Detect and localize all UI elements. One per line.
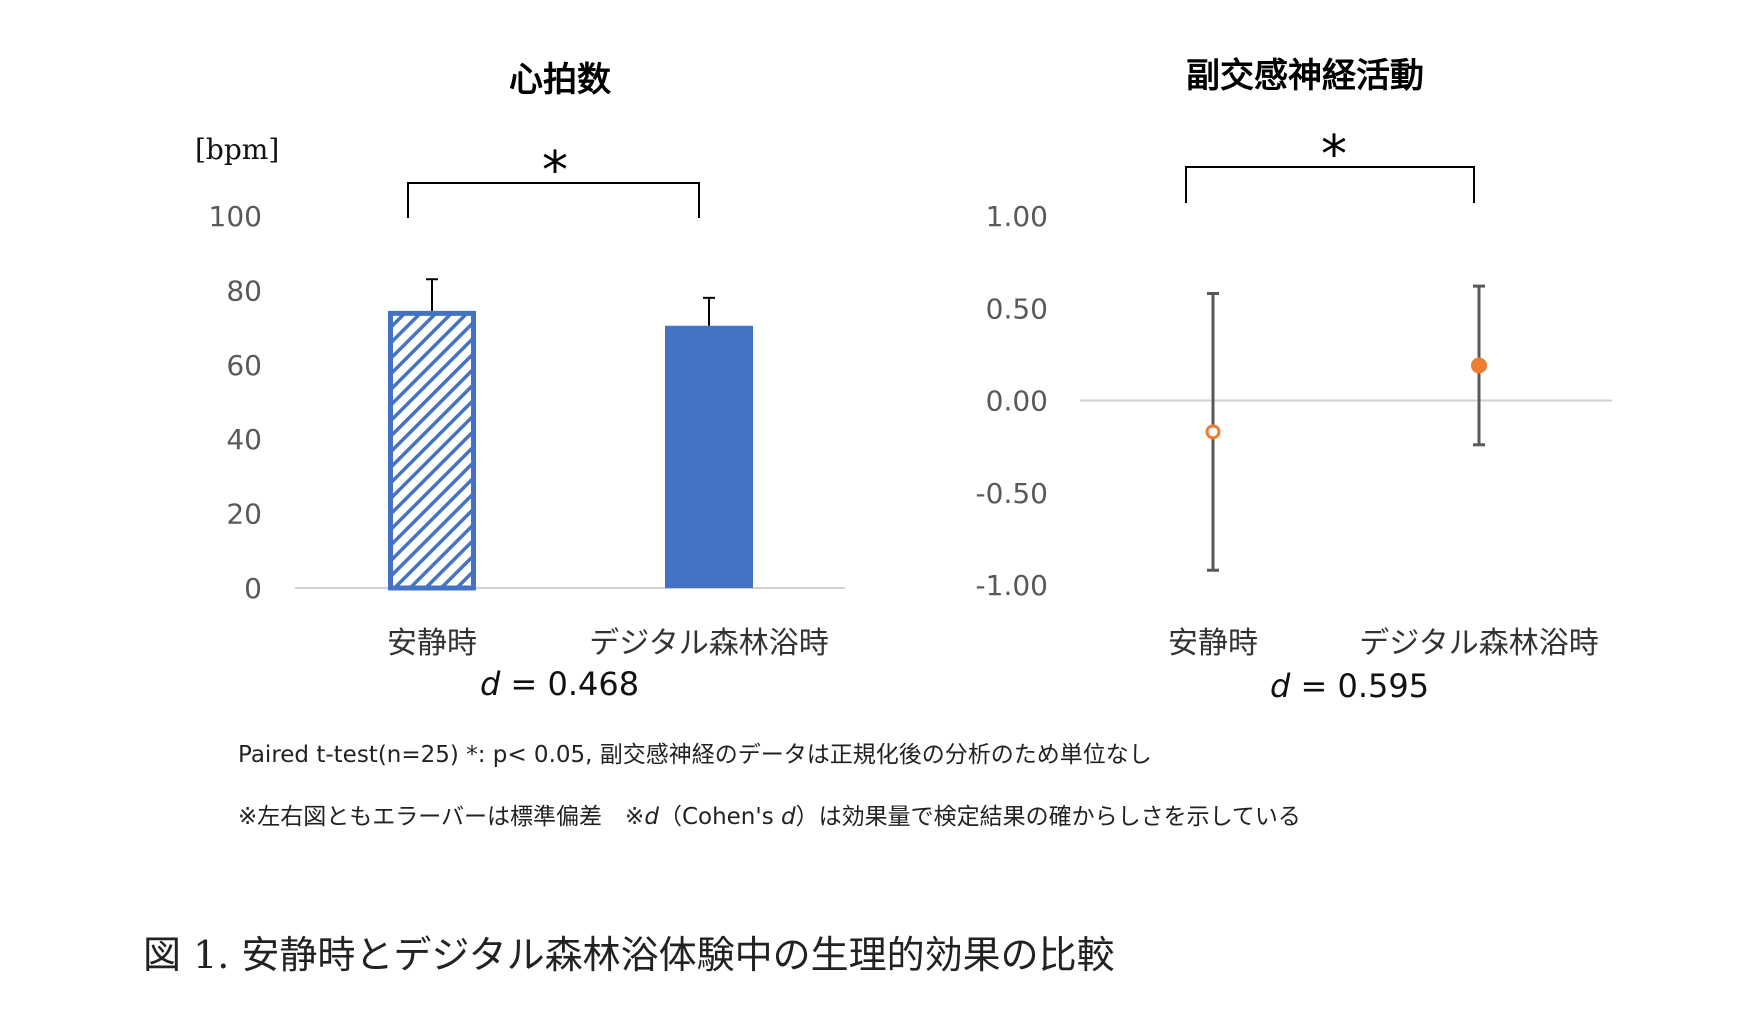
parasympathetic-chart-title: 副交感神経活動 bbox=[1186, 56, 1424, 96]
y-tick-label: 1.00 bbox=[986, 200, 1048, 233]
effect-size-symbol: d bbox=[480, 665, 501, 703]
mean-marker-resting bbox=[1205, 424, 1221, 440]
y-tick-label: 0 bbox=[244, 572, 262, 605]
y-tick-label: 0.50 bbox=[986, 292, 1048, 325]
x-category-label: デジタル森林浴時 bbox=[589, 626, 828, 661]
effect-size-symbol: d bbox=[1270, 667, 1291, 705]
effect-size-value: = 0.595 bbox=[1300, 667, 1430, 705]
y-tick-label: 40 bbox=[226, 423, 262, 456]
significance-bracket bbox=[1185, 166, 1475, 203]
x-category-label: デジタル森林浴時 bbox=[1359, 626, 1598, 661]
figure-caption: 図 1. 安静時とデジタル森林浴体験中の生理的効果の比較 bbox=[143, 933, 1115, 977]
error-bar-note: ※左右図ともエラーバーは標準偏差 ※d（Cohen's d）は効果量で検定結果の… bbox=[238, 797, 1301, 831]
significance-bracket bbox=[407, 182, 700, 218]
bar-digital-forest bbox=[665, 325, 753, 588]
x-category-label: 安静時 bbox=[387, 626, 477, 661]
x-category-label: 安静時 bbox=[1168, 626, 1258, 661]
y-tick-label: 60 bbox=[226, 349, 262, 382]
bar-resting bbox=[388, 310, 476, 591]
parasympathetic-effect-size: d = 0.595 bbox=[1270, 667, 1429, 705]
heart-rate-unit-label: [bpm] bbox=[195, 133, 280, 166]
note-d-symbol: d bbox=[644, 804, 659, 830]
heart-rate-chart-title: 心拍数 bbox=[509, 60, 611, 100]
y-tick-label: 20 bbox=[226, 498, 262, 531]
statistics-note: Paired t-test(n=25) *: p< 0.05, 副交感神経のデー… bbox=[238, 742, 1152, 768]
note-text-c: ）は効果量で検定結果の確からしさを示している bbox=[795, 804, 1301, 830]
y-tick-label: -1.00 bbox=[976, 569, 1048, 602]
mean-marker-digital-forest bbox=[1471, 357, 1487, 374]
significance-star: * bbox=[1321, 125, 1347, 185]
heart-rate-effect-size: d = 0.468 bbox=[480, 665, 639, 703]
y-tick-label: 0.00 bbox=[986, 385, 1048, 418]
y-tick-label: 100 bbox=[209, 200, 262, 233]
heart-rate-bar-chart: 0 20 40 60 80 100 安静時 デジタル森林浴時 * bbox=[209, 141, 845, 661]
note-text-a: ※左右図ともエラーバーは標準偏差 ※ bbox=[238, 804, 645, 830]
y-tick-label: 80 bbox=[226, 274, 262, 307]
parasympathetic-error-chart: -1.00 -0.50 0.00 0.50 1.00 安静時 デジタル森林浴時 * bbox=[976, 125, 1612, 661]
effect-size-value: = 0.468 bbox=[510, 665, 640, 703]
note-text-b: （Cohen's bbox=[658, 804, 781, 830]
significance-star: * bbox=[542, 141, 568, 201]
note-d-symbol-2: d bbox=[781, 804, 796, 830]
y-tick-label: -0.50 bbox=[976, 477, 1048, 510]
